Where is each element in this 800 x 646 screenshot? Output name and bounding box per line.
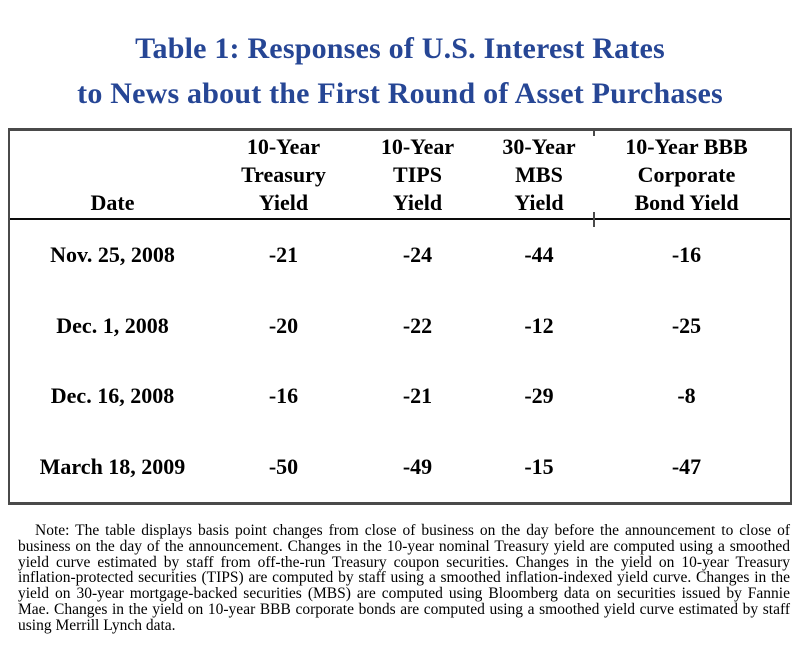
table-header-row: Date 10-Year Treasury Yield 10-Year TIPS… — [10, 131, 790, 218]
row-treasury-value: -16 — [268, 383, 299, 409]
row-date: Dec. 1, 2008 — [56, 312, 169, 338]
row-treasury-value: -50 — [268, 453, 299, 479]
header-bbb-corporate-yield: 10-Year BBB Corporate Bond Yield — [625, 134, 748, 215]
table-title: Table 1: Responses of U.S. Interest Rate… — [0, 26, 800, 116]
table-body: Nov. 25, 2008 -21 -24 -44 -16 Dec. 1, 20… — [10, 220, 790, 502]
table-note: Note: The table displays basis point cha… — [18, 522, 790, 634]
header-treasury-yield: 10-Year Treasury Yield — [241, 134, 326, 215]
row-mbs-value: -12 — [524, 312, 554, 338]
row-tips-value: -21 — [402, 383, 433, 409]
data-table: Date 10-Year Treasury Yield 10-Year TIPS… — [8, 128, 792, 505]
row-tips-value: -49 — [402, 453, 433, 479]
row-treasury-value: -20 — [268, 312, 299, 338]
row-date: March 18, 2009 — [39, 453, 186, 479]
header-date-label: Date — [90, 190, 135, 215]
row-bbb-value: -16 — [671, 242, 702, 268]
header-tips-yield: 10-Year TIPS Yield — [380, 134, 455, 215]
row-treasury-value: -21 — [268, 242, 299, 268]
header-mbs-yield: 30-Year MBS Yield — [502, 134, 576, 215]
row-bbb-value: -47 — [671, 453, 702, 479]
row-mbs-value: -44 — [524, 242, 554, 268]
title-line-1: Table 1: Responses of U.S. Interest Rate… — [135, 32, 665, 65]
header-date: Date — [10, 131, 215, 218]
row-mbs-value: -15 — [524, 453, 554, 479]
row-date: Dec. 16, 2008 — [50, 383, 175, 409]
row-date: Nov. 25, 2008 — [50, 242, 175, 268]
row-mbs-value: -29 — [524, 383, 554, 409]
header-separator-line — [10, 218, 790, 220]
row-bbb-value: -8 — [677, 383, 696, 409]
row-tips-value: -22 — [402, 312, 433, 338]
column-divider-tick-middle — [593, 212, 595, 227]
row-bbb-value: -25 — [671, 312, 702, 338]
row-tips-value: -24 — [402, 242, 433, 268]
title-line-2: to News about the First Round of Asset P… — [77, 77, 723, 110]
column-divider-tick-top — [593, 130, 595, 136]
